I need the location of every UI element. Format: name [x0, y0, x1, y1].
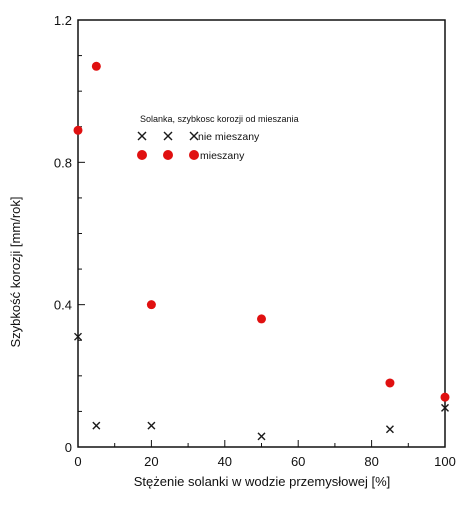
data-point-circle [73, 125, 83, 135]
x-tick-label: 20 [144, 454, 158, 469]
data-point-x-marker [147, 421, 156, 430]
data-point-circle [385, 378, 395, 388]
data-point-circle [257, 314, 266, 324]
legend-circle-marker [137, 150, 147, 160]
data-point-circle [91, 61, 101, 71]
data-point-x-marker [257, 432, 266, 441]
x-axis-title: Stężenie solanki w wodzie przemysłowej [… [134, 474, 391, 489]
y-axis-title: Szybkość korozji [mm/rok] [8, 197, 23, 348]
data-point-x-marker [385, 425, 394, 434]
legend-x-marker [137, 131, 147, 141]
legend-circle-marker [163, 150, 173, 160]
legend-x-marker [189, 131, 199, 141]
legend-circle-marker [189, 150, 199, 160]
x-tick-label: 40 [218, 454, 232, 469]
data-point-circle [146, 300, 156, 310]
series-mieszany [73, 61, 450, 402]
legend: Solanka, szybkosc korozji od mieszania ni… [137, 114, 299, 162]
y-tick-label: 1.2 [54, 13, 72, 28]
y-tick-label: 0 [65, 440, 72, 455]
legend-label: mieszany [200, 150, 245, 162]
data-point-x-marker [441, 403, 449, 412]
data-point-circle [440, 392, 450, 402]
x-tick-label: 0 [74, 454, 81, 469]
y-tick-label: 0.8 [54, 155, 72, 170]
legend-title: Solanka, szybkosc korozji od mieszania [140, 114, 299, 124]
data-marks [73, 61, 450, 441]
data-point-x-marker [74, 332, 82, 341]
data-point-x-marker [92, 421, 101, 430]
tick-labels: 0 20 40 60 80 100 0 0.4 0.8 1.2 [54, 13, 456, 469]
series-nie-mieszany [74, 332, 449, 441]
x-tick-label: 80 [364, 454, 378, 469]
x-tick-label: 100 [434, 454, 456, 469]
x-tick-label: 60 [291, 454, 305, 469]
y-tick-label: 0.4 [54, 298, 72, 313]
legend-x-marker [163, 131, 173, 141]
legend-label: nie mieszany [198, 131, 260, 143]
